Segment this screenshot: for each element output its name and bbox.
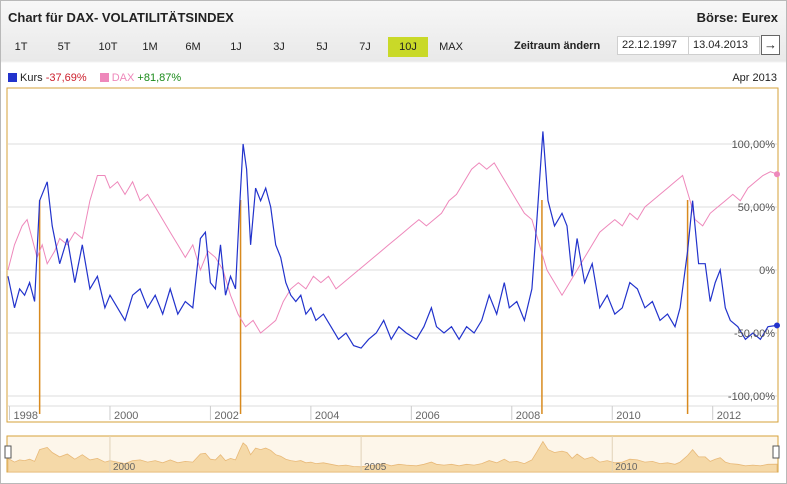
legend-swatch-dax: [99, 73, 109, 82]
legend-label-dax: DAX: [111, 72, 135, 84]
tab-10j[interactable]: 10J: [388, 37, 428, 57]
tab-max[interactable]: MAX: [439, 41, 463, 53]
tab-10t[interactable]: 10T: [98, 41, 118, 53]
legend-change-kurs: -37,69%: [45, 72, 87, 84]
legend-swatch-kurs: [8, 73, 17, 82]
exchange-label: Börse:: [696, 10, 738, 25]
tab-1t[interactable]: 1T: [14, 41, 28, 53]
exchange-value: Eurex: [741, 10, 778, 25]
tab-1m[interactable]: 1M: [142, 41, 158, 53]
legend-item-dax[interactable]: DAX +81,87%: [99, 72, 182, 84]
chart-legend: Kurs -37,69% DAX +81,87%: [8, 72, 191, 84]
exchange-info: Börse: Eurex: [697, 10, 778, 25]
chart-title: Chart für DAX- VOLATILITÄTSINDEX: [8, 10, 234, 25]
tab-1j[interactable]: 1J: [230, 41, 242, 53]
legend-change-dax: +81,87%: [137, 72, 182, 84]
arrow-right-icon: →: [764, 37, 777, 52]
as-of-date: Apr 2013: [732, 72, 777, 84]
tab-7j[interactable]: 7J: [359, 41, 371, 53]
tab-5t[interactable]: 5T: [57, 41, 71, 53]
tab-3j[interactable]: 3J: [273, 41, 285, 53]
legend-label-kurs: Kurs: [20, 72, 43, 84]
legend-item-kurs[interactable]: Kurs -37,69%: [8, 72, 90, 84]
tab-6m[interactable]: 6M: [185, 41, 201, 53]
date-to-field[interactable]: 13.04.2013: [688, 36, 760, 55]
date-from-field[interactable]: 22.12.1997: [617, 36, 689, 55]
range-label: Zeitraum ändern: [514, 40, 601, 52]
tab-5j[interactable]: 5J: [316, 41, 328, 53]
apply-range-button[interactable]: →: [761, 35, 780, 55]
